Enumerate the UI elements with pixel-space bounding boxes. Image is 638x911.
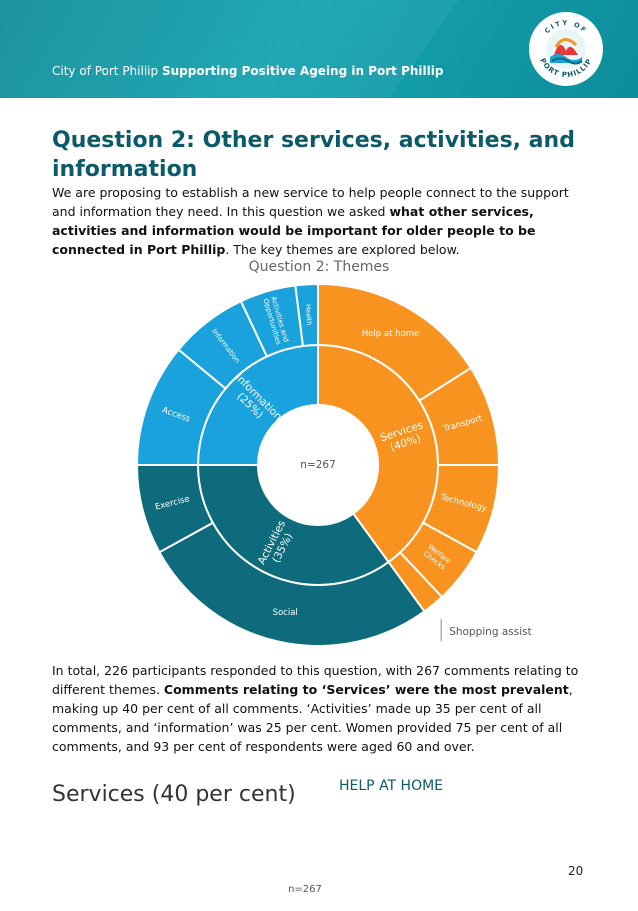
outer-label-help-at-home: Help at home [362, 329, 419, 339]
summary-text-1: In total, 226 participants responded to … [52, 663, 579, 697]
summary-paragraph: In total, 226 participants responded to … [52, 661, 592, 756]
center-hole [259, 406, 377, 524]
outer-segment-health [294, 282, 319, 348]
outer-segment-social [158, 521, 426, 645]
chart-title: Question 2: Themes [248, 259, 390, 275]
header-org: City of Port Phillip [52, 64, 159, 78]
header-banner: City of Port Phillip Supporting Positive… [0, 0, 638, 98]
intro-bold: what other services, activities and info… [52, 204, 536, 257]
city-logo-icon: CITY OF PORT PHILLIP [529, 12, 603, 86]
header-title: City of Port Phillip Supporting Positive… [52, 64, 443, 78]
center-label: n=267 [300, 459, 336, 471]
outer-label-health: Health [304, 304, 313, 326]
section-heading: Services (40 per cent) [52, 782, 296, 807]
banner-decoration [0, 0, 480, 98]
callout-label-shopping-assist: Shopping assist [449, 626, 532, 638]
summary-bold: Comments relating to ‘Services’ were the… [163, 682, 569, 697]
subheading: HELP AT HOME [339, 778, 444, 794]
intro-text-2: . The key themes are explored below. [225, 242, 460, 257]
intro-paragraph: We are proposing to establish a new serv… [52, 183, 592, 259]
intro-text-1: We are proposing to establish a new serv… [52, 185, 569, 219]
header-doc-title: Supporting Positive Ageing in Port Phill… [161, 64, 444, 78]
summary-text-2: , making up 40 per cent of all comments.… [52, 682, 573, 754]
page-number: 20 [568, 864, 584, 878]
outer-label-social: Social [273, 607, 298, 617]
themes-sunburst-chart: Services(40%)Activities(35%)Information(… [135, 282, 532, 645]
page-title: Question 2: Other services, activities, … [52, 128, 575, 182]
footnote: n=267 [288, 884, 322, 895]
